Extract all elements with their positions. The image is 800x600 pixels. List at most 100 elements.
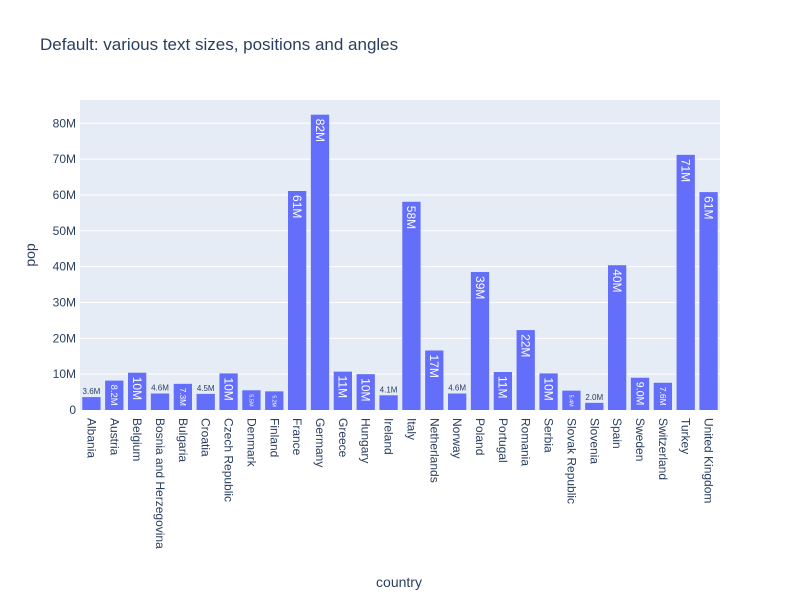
bar-data-labels: 3.6M 8.2M 10M 4.6M 7.3M 4.5M 10M 5.5M 5.2M 61M 82M… <box>83 119 716 407</box>
y-tick-label: 20M <box>53 331 76 345</box>
bar-data-label: 5.2M <box>271 395 277 406</box>
x-tick-label: United Kingdom <box>702 418 716 503</box>
x-tick-label: Portugal <box>496 418 510 463</box>
bar-data-label: 17M <box>427 355 441 378</box>
x-tick-label: Denmark <box>244 418 258 468</box>
x-tick-label: Turkey <box>679 418 693 454</box>
bar <box>105 380 124 410</box>
x-tick-label: Norway <box>450 418 464 459</box>
bar <box>128 372 147 410</box>
bar-data-label: 4.1M <box>380 385 398 394</box>
bar-data-label: 10M <box>130 377 144 400</box>
x-tick-label: Ireland <box>382 418 396 455</box>
bar <box>333 371 352 410</box>
y-tick-label: 80M <box>53 116 76 130</box>
bar-data-label: 10M <box>541 377 555 400</box>
bar-data-label: 8.2M <box>109 385 120 406</box>
bar-data-label: 5.5M <box>247 394 253 407</box>
x-tick-label: Slovak Republic <box>564 418 578 504</box>
bar <box>585 402 604 410</box>
x-tick-label: Slovenia <box>587 418 601 464</box>
x-axis-title: country <box>376 574 422 590</box>
gridlines <box>80 122 720 375</box>
x-tick-label: Serbia <box>542 418 556 453</box>
bar <box>653 382 672 410</box>
bars <box>82 114 718 411</box>
bar <box>470 272 490 410</box>
bar <box>562 390 581 410</box>
bar-data-label: 7.3M <box>178 388 187 406</box>
x-tick-label: Austria <box>107 418 121 456</box>
x-tick-label: Czech Republic <box>222 418 236 502</box>
bar <box>676 154 695 410</box>
x-axis-ticks: Albania Austria Belgium Bosnia and Herzegov… <box>84 418 715 549</box>
bar-data-label: 7.6M <box>658 387 668 406</box>
x-tick-label: Finland <box>267 418 281 457</box>
x-tick-label: Netherlands <box>427 418 441 483</box>
y-tick-label: 0 <box>69 403 76 417</box>
chart-title: Default: various text sizes, positions a… <box>40 35 398 54</box>
x-tick-label: Croatia <box>199 418 213 457</box>
bar <box>288 191 307 410</box>
bar-data-label: 11M <box>336 376 350 398</box>
y-axis-ticks: 0 10M 20M 30M 40M 50M 60M 70M 80M <box>53 116 77 417</box>
bar <box>265 391 284 410</box>
bar <box>493 372 512 410</box>
x-tick-label: Germany <box>313 418 327 467</box>
x-tick-label: Greece <box>336 418 350 458</box>
bar-data-label: 11M <box>496 376 510 398</box>
bar-data-label: 4.6M <box>448 384 466 393</box>
x-tick-label: Poland <box>473 418 487 455</box>
bar-data-label: 10M <box>359 378 373 401</box>
x-tick-label: Belgium <box>130 418 144 461</box>
bar <box>150 393 170 410</box>
y-tick-label: 50M <box>53 224 76 238</box>
bar-data-label: 22M <box>519 334 533 357</box>
bar <box>310 114 330 411</box>
bar-data-label: 4.5M <box>197 384 215 393</box>
bar <box>448 393 467 410</box>
x-tick-label: Spain <box>610 418 624 449</box>
y-tick-label: 60M <box>53 188 76 202</box>
x-tick-label: Italy <box>404 418 418 440</box>
x-tick-label: Switzerland <box>656 418 670 480</box>
bar <box>196 393 215 410</box>
bar <box>356 374 375 410</box>
bar <box>82 397 101 410</box>
bar <box>699 192 718 410</box>
bar <box>242 390 261 410</box>
bar-data-label: 61M <box>701 196 715 219</box>
bar <box>630 377 650 410</box>
bar <box>608 265 627 410</box>
bar-data-label: 82M <box>313 119 327 142</box>
y-tick-label: 30M <box>53 295 76 309</box>
bar-data-label: 71M <box>679 159 693 182</box>
bar-data-label: 40M <box>610 269 624 292</box>
bar <box>219 373 238 410</box>
x-tick-label: Hungary <box>359 418 373 463</box>
y-axis-title: pop <box>22 243 38 267</box>
bar <box>402 201 421 410</box>
bar-data-label: 9.0M <box>633 382 645 406</box>
bar <box>516 330 535 410</box>
x-tick-label: Romania <box>519 418 533 466</box>
bar-data-label: 4.6M <box>151 384 169 393</box>
y-tick-label: 70M <box>53 152 76 166</box>
x-tick-label: France <box>290 418 304 456</box>
bar <box>379 395 398 410</box>
y-tick-label: 40M <box>53 260 76 274</box>
bar-data-label: 3.6M <box>83 387 101 396</box>
x-tick-label: Bosnia and Herzegovina <box>153 418 167 549</box>
bar-data-label: 10M <box>221 377 235 400</box>
bar-data-label: 61M <box>290 195 304 218</box>
x-tick-label: Bulgaria <box>176 418 190 462</box>
bar-data-label: 39M <box>473 276 487 299</box>
bar <box>539 373 558 410</box>
bar-data-label: 2.0M <box>585 393 603 402</box>
bar <box>173 383 192 410</box>
x-tick-label: Sweden <box>633 418 647 461</box>
bar-data-label: 5.4M <box>568 395 574 407</box>
x-tick-label: Albania <box>84 418 98 458</box>
y-tick-label: 10M <box>53 367 76 381</box>
